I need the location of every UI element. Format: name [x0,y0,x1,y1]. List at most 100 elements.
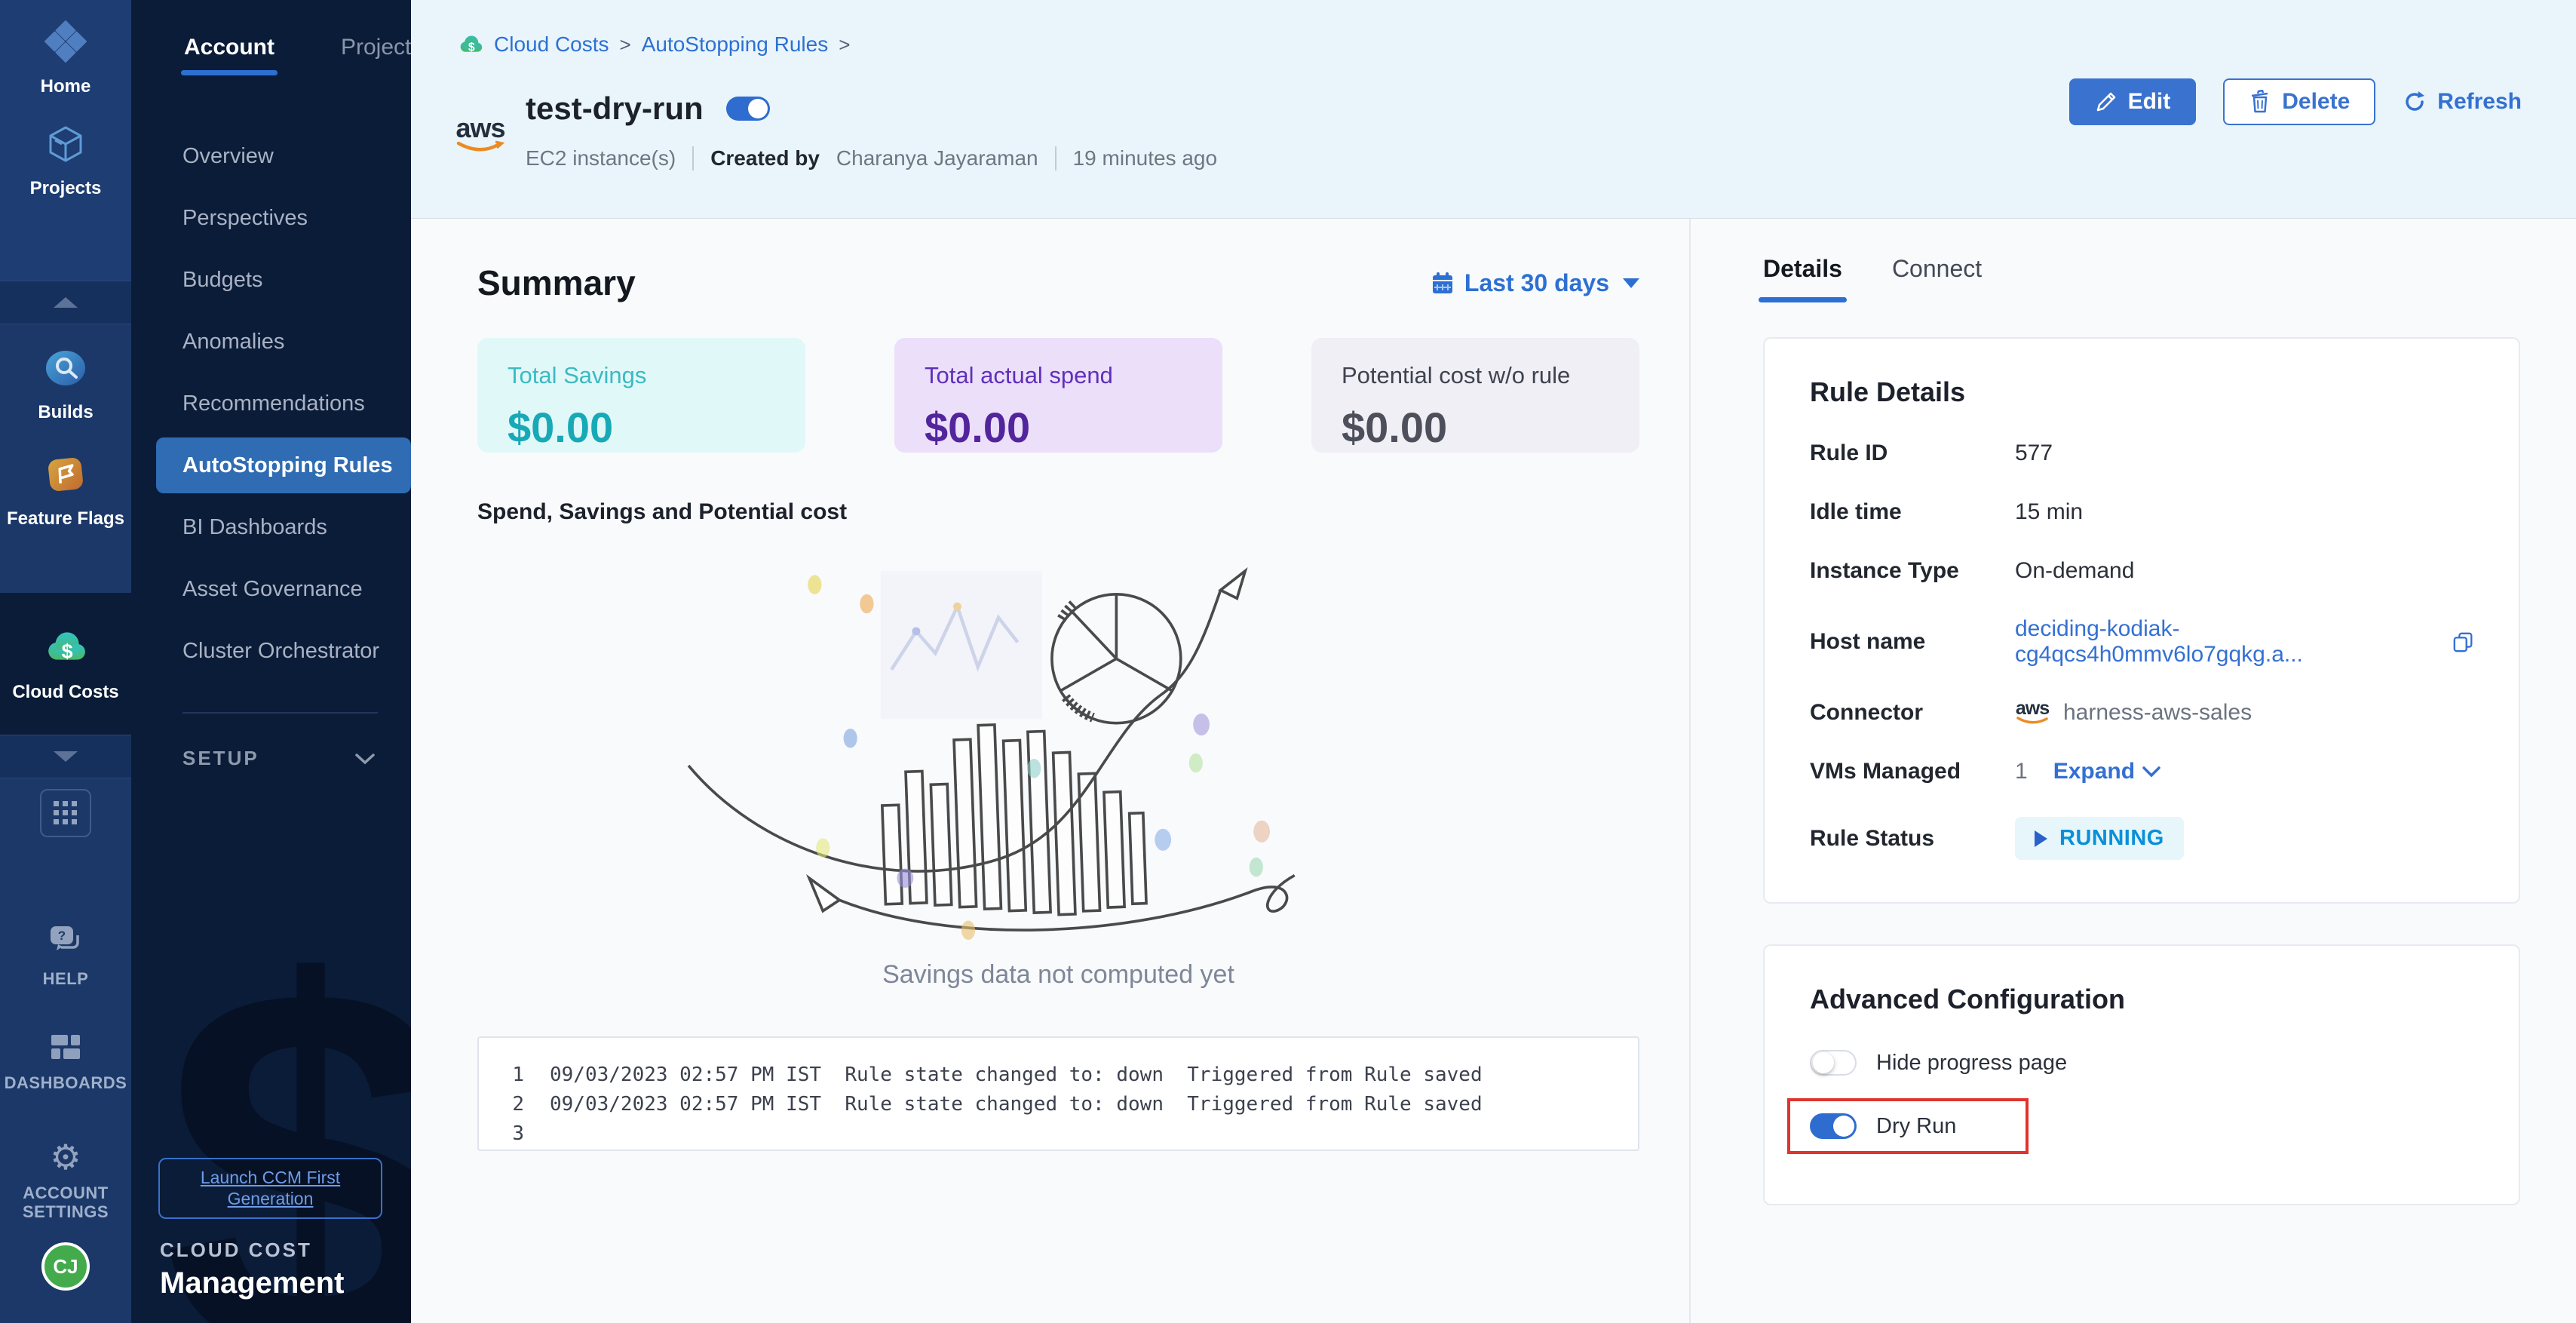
rail-item-label: Feature Flags [6,508,125,529]
brand-line-2: Management [160,1266,345,1300]
date-range-label: Last 30 days [1464,269,1609,296]
svg-text:$: $ [468,41,475,54]
title-block: test-dry-run EC2 instance(s) Created by … [526,91,1217,170]
details-panel-tabs: Details Connect [1759,255,2523,302]
rail-section-active-module: $ Cloud Costs [0,593,131,735]
breadcrumb-separator: > [619,32,631,56]
title-row: aws test-dry-run EC2 instance(s) Created… [452,91,2522,170]
dry-run-toggle[interactable] [1810,1113,1857,1139]
expand-vms-link[interactable]: Expand [2053,759,2160,784]
sidebar-item-recommendations[interactable]: Recommendations [182,391,365,416]
dashboards-icon [51,1035,80,1064]
tab-project[interactable]: Project [341,35,411,60]
rule-subtitle: EC2 instance(s) Created by Charanya Jaya… [526,146,1217,170]
delete-button[interactable]: Delete [2223,78,2376,125]
host-name-link[interactable]: deciding-kodiak-cg4qcs4h0mmv6lo7gqkg.a..… [2015,616,2303,667]
sidebar-spacer [131,770,411,1158]
setup-section-toggle[interactable]: SETUP [131,747,411,770]
rail-item-dashboards[interactable]: DASHBOARDS [5,1035,127,1092]
chevron-down-icon [54,751,78,762]
builds-icon [44,347,87,393]
detail-row-idle-time: Idle time 15 min [1810,499,2473,526]
module-sidebar: $ Account Project Overview Perspectives … [131,0,411,1323]
rule-enabled-toggle[interactable] [725,97,770,121]
rule-details-heading: Rule Details [1810,376,1966,407]
toggle-knob [747,99,768,118]
copy-icon[interactable] [2452,631,2473,653]
toggle-knob [1833,1116,1854,1137]
sidebar-item-budgets[interactable]: Budgets [182,267,263,292]
user-avatar[interactable]: CJ [41,1242,90,1291]
sidebar-item-overview[interactable]: Overview [182,143,274,168]
rail-item-account-settings[interactable]: ⚙ ACCOUNT SETTINGS [20,1140,111,1222]
chart-section-title: Spend, Savings and Potential cost [477,499,848,524]
brand-line-1: CLOUD COST [160,1239,312,1261]
rail-scroll-down[interactable] [0,735,131,778]
rail-item-builds[interactable]: Builds [38,347,94,423]
aws-logo-text: aws [2015,697,2050,719]
breadcrumb-link-autostopping-rules[interactable]: AutoStopping Rules [641,32,829,56]
advanced-configuration-card: Advanced Configuration Hide progress pag… [1763,944,2520,1205]
rail-item-label: ACCOUNT SETTINGS [22,1183,109,1221]
sidebar-item-autostopping-rules[interactable]: AutoStopping Rules [156,437,411,493]
rail-item-help[interactable]: ? HELP [43,925,89,988]
edit-button[interactable]: Edit [2068,78,2197,125]
rail-item-label: HELP [42,969,89,988]
sidebar-item-perspectives[interactable]: Perspectives [182,205,308,230]
refresh-button[interactable]: Refresh [2403,83,2522,121]
toggle-knob [1813,1052,1834,1073]
log-line-text: 09/03/2023 02:57 PM IST Rule state chang… [550,1064,1483,1086]
aws-logo-text: aws [455,112,505,143]
harness-logo-icon [44,20,87,67]
service-type: EC2 instance(s) [526,146,676,170]
header-actions: Edit Delete Refresh [2068,78,2522,125]
sidebar-item-anomalies[interactable]: Anomalies [182,329,285,354]
empty-chart-message: Savings data not computed yet [882,960,1234,989]
svg-text:?: ? [58,929,66,943]
subtitle-divider [692,146,695,170]
breadcrumb-link-cloud-costs[interactable]: Cloud Costs [494,32,609,56]
tab-connect[interactable]: Connect [1891,255,1983,282]
log-line-number: 1 [512,1064,524,1086]
sidebar-item-asset-governance[interactable]: Asset Governance [182,576,363,601]
rail-item-cloud-costs[interactable]: $ Cloud Costs [12,625,119,703]
cloud-costs-icon: $ [460,35,483,54]
rail-item-feature-flags[interactable]: Feature Flags [7,453,124,530]
delete-button-label: Delete [2282,89,2351,114]
flag-icon [44,453,87,499]
module-nav-rail: Home Projects Bu [0,0,131,1323]
toggle-label: Hide progress page [1876,1050,2068,1075]
rail-item-label: Cloud Costs [12,681,119,702]
module-picker-button[interactable] [40,789,91,837]
tab-details[interactable]: Details [1759,255,1847,302]
toggle-label: Dry Run [1876,1113,1957,1138]
rail-item-projects[interactable]: Projects [30,123,101,199]
detail-label: Rule ID [1810,440,1888,465]
refresh-icon [2406,91,2425,111]
hide-progress-toggle[interactable] [1810,1050,1857,1076]
chevron-down-icon [355,753,375,764]
detail-row-rule-id: Rule ID 577 [1810,440,2473,467]
page-header: $ Cloud Costs > AutoStopping Rules > aws… [411,0,2576,219]
rule-details-card: Rule Details Rule ID 577 Idle time 15 mi… [1763,337,2520,904]
rail-item-label: Home [40,76,91,97]
card-label: Potential cost w/o rule [1342,362,1571,388]
sidebar-item-bi-dashboards[interactable]: BI Dashboards [182,514,327,539]
detail-row-vms-managed: VMs Managed 1 Expand [1810,758,2473,785]
rail-scroll-up[interactable] [0,281,131,324]
pencil-icon [2096,92,2115,112]
advanced-configuration-heading: Advanced Configuration [1810,984,2126,1015]
tab-account[interactable]: Account [181,35,278,75]
card-label: Total actual spend [925,362,1113,388]
sidebar-item-cluster-orchestrator[interactable]: Cluster Orchestrator [182,638,380,663]
log-line-number: 2 [512,1093,524,1116]
log-line-number: 3 [512,1122,524,1145]
launch-ccm-first-gen-button[interactable]: Launch CCM First Generation [158,1157,382,1219]
detail-label: Instance Type [1810,558,1959,583]
rail-item-home[interactable]: Home [40,20,91,97]
hide-progress-page-row: Hide progress page [1810,1050,2473,1076]
log-row: 1 09/03/2023 02:57 PM IST Rule state cha… [504,1061,1612,1090]
detail-label: Connector [1810,700,1923,725]
detail-label: Rule Status [1810,825,1935,851]
date-range-picker[interactable]: Last 30 days [1431,269,1639,297]
